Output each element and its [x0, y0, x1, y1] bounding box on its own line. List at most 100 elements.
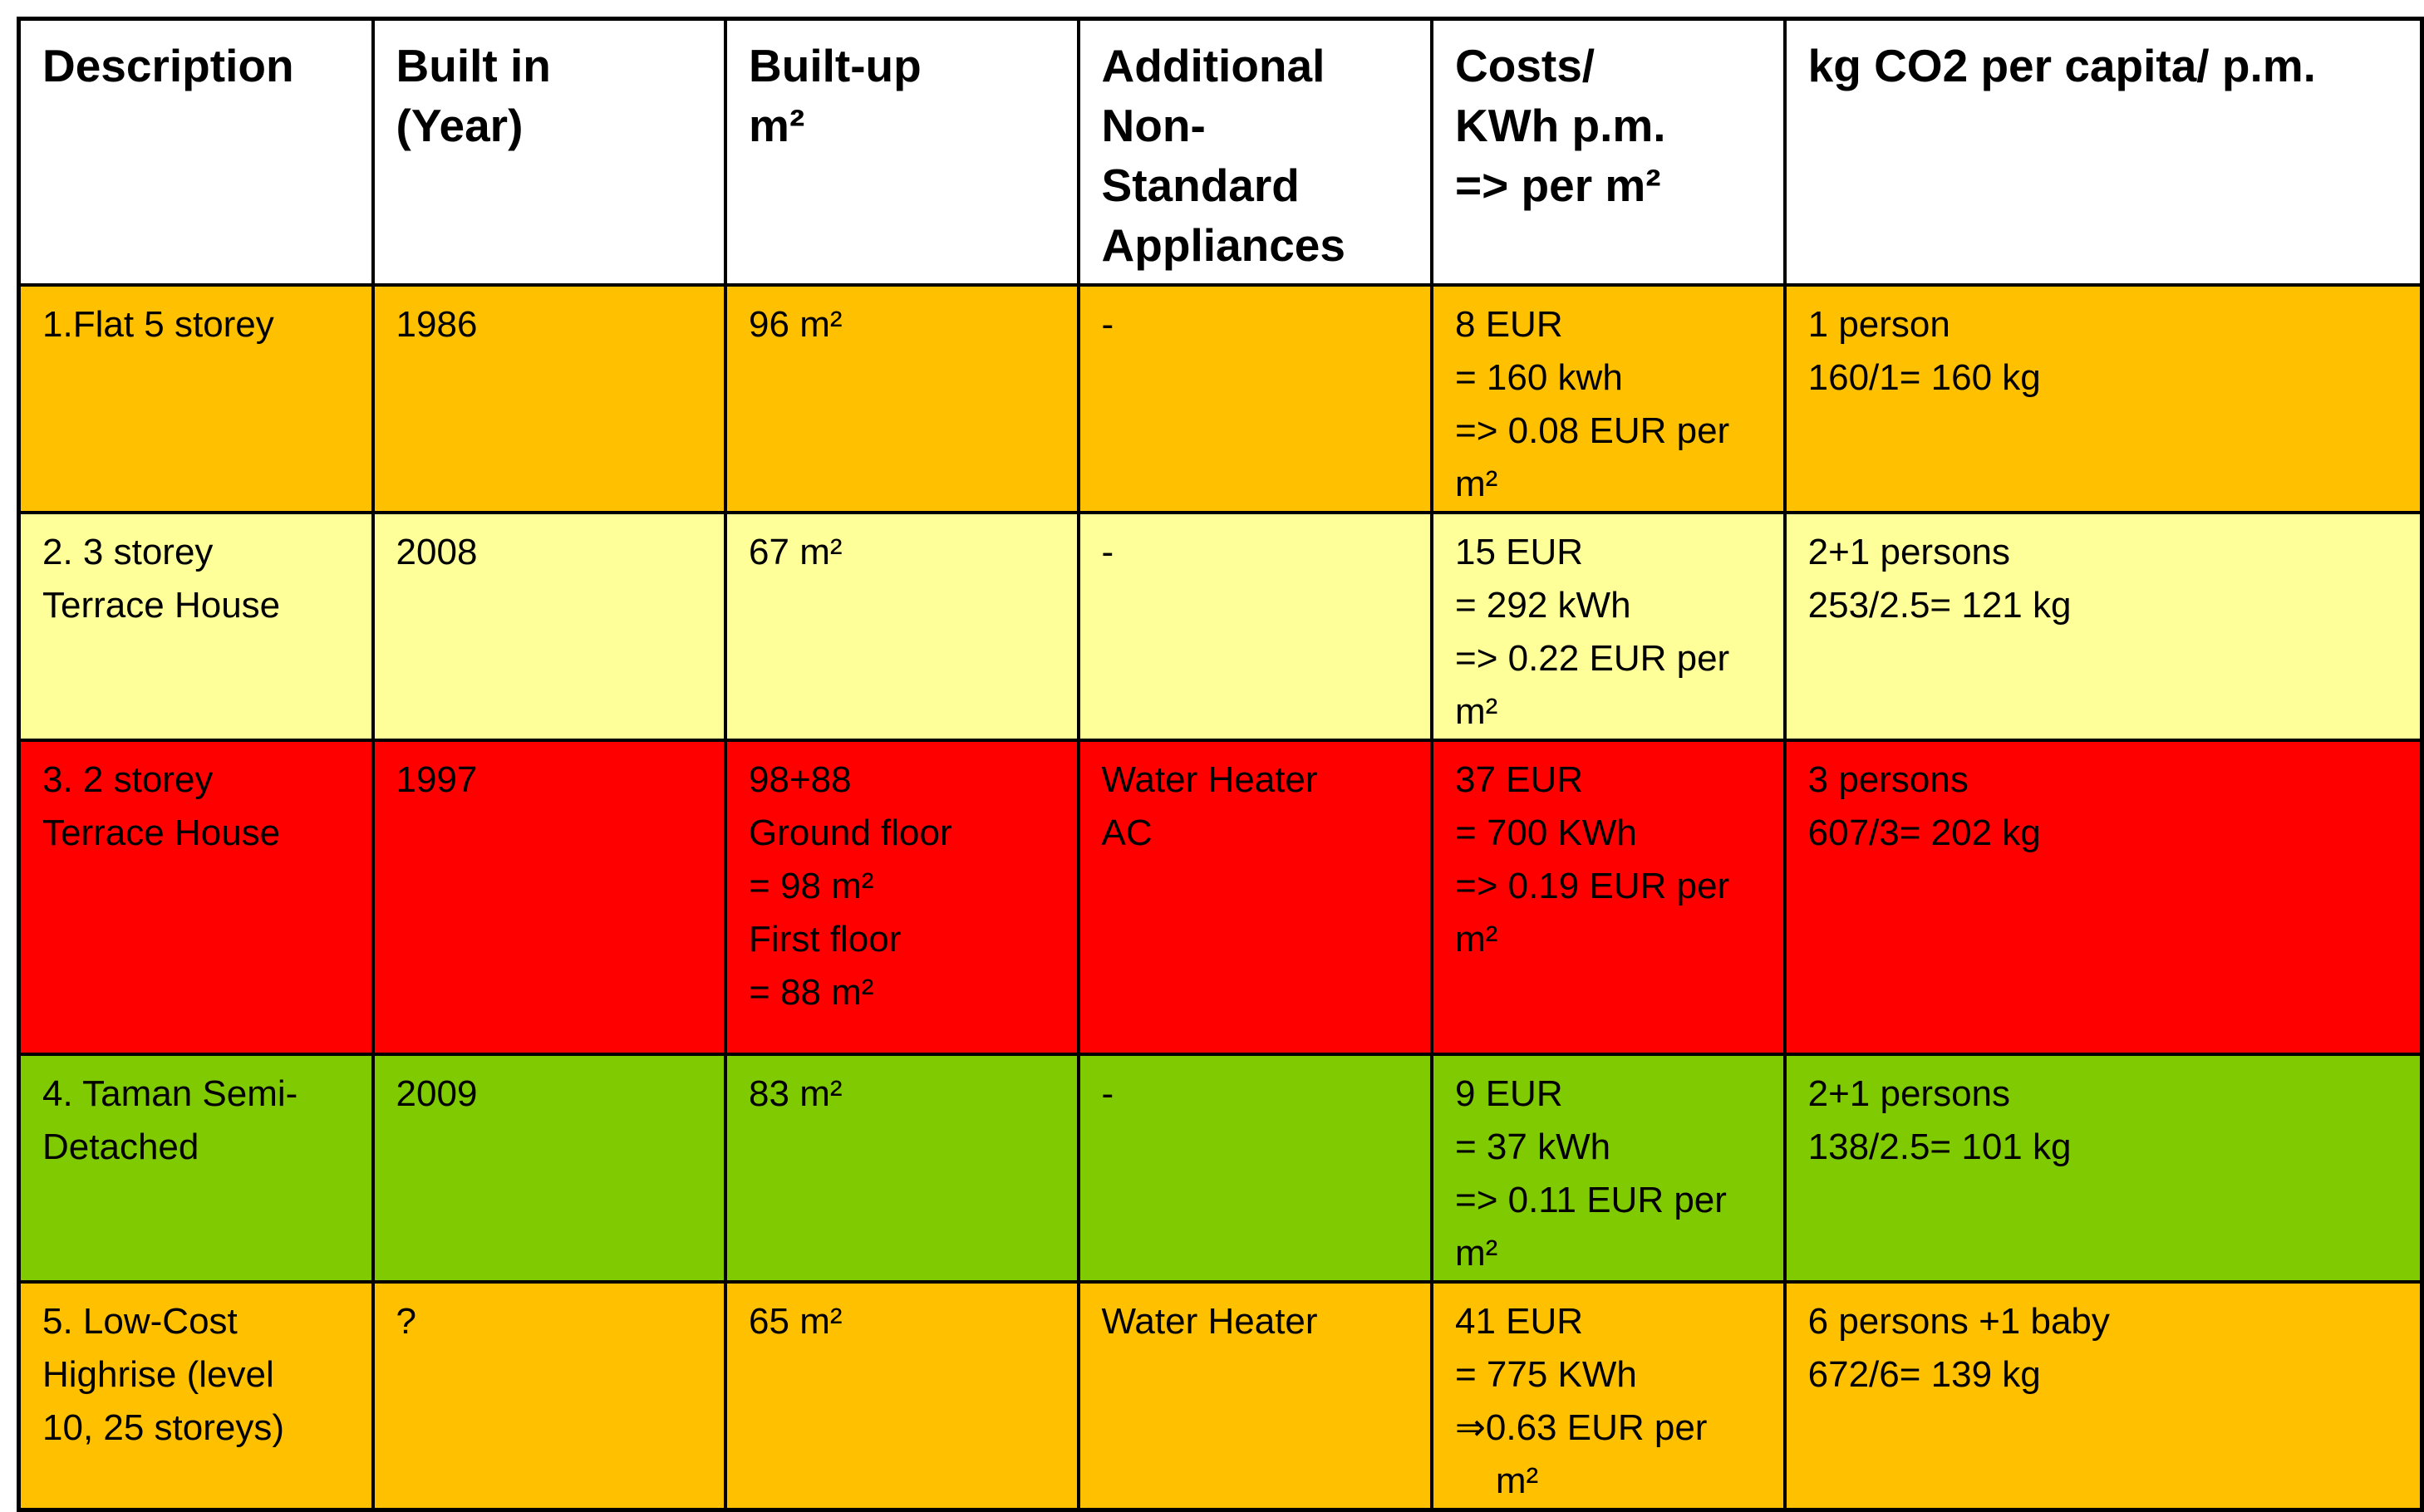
cell-text: = 88 m²: [749, 972, 874, 1013]
cell-text: 83 m²: [749, 1073, 843, 1114]
cell-built-up-area: 67 m²: [724, 511, 1080, 742]
table-body: 1.Flat 5 storey 1986 96 m² - 8 EUR = 160 kwh =…: [17, 283, 2424, 1512]
cell-text: 1997: [396, 759, 478, 800]
cell-text: 160/1= 160 kg: [1807, 357, 2041, 398]
cell-text: = 98 m²: [749, 866, 874, 906]
cell-built-up-area: 83 m²: [724, 1053, 1080, 1284]
cell-built-up-area: 65 m²: [724, 1280, 1080, 1512]
cell-description: 1.Flat 5 storey: [17, 283, 375, 514]
cell-costs: 41 EUR = 775 KWh ⇒0.63 EUR per m²: [1430, 1280, 1787, 1512]
cell-text: Highrise (level: [42, 1354, 274, 1395]
cell-text: m²: [1455, 691, 1498, 732]
cell-appliances: Water Heater AC: [1076, 739, 1434, 1056]
cell-text: = 775 KWh: [1455, 1354, 1637, 1395]
cell-text: 15 EUR: [1455, 532, 1584, 572]
cell-text: 2+1 persons: [1807, 1073, 2011, 1114]
cell-text: 10, 25 storeys): [42, 1407, 285, 1448]
cell-description: 3. 2 storey Terrace House: [17, 739, 375, 1056]
cell-text: 5. Low-Cost: [42, 1301, 238, 1342]
header-text: Description: [42, 40, 294, 91]
header-text: Standard: [1101, 160, 1300, 211]
cell-text: Detached: [42, 1127, 199, 1167]
cell-built-up-area: 98+88 Ground floor = 98 m² First floor = 88 …: [724, 739, 1080, 1056]
header-text: (Year): [396, 100, 524, 151]
cell-text: 3 persons: [1807, 759, 1969, 800]
cell-text: => 0.22 EUR per: [1455, 638, 1730, 679]
table-row: 4. Taman Semi- Detached 2009 83 m² - 9 EUR = 3…: [17, 1053, 2424, 1284]
cell-description: 5. Low-Cost Highrise (level 10, 25 storeys…: [17, 1280, 375, 1512]
cell-text: Water Heater: [1101, 1301, 1318, 1342]
cell-text: 2009: [396, 1073, 478, 1114]
cell-text: First floor: [749, 919, 902, 960]
cell-text: 672/6= 139 kg: [1807, 1354, 2041, 1395]
header-row: Description Built in (Year) Built-up m² Addit…: [17, 17, 2424, 287]
cell-appliances: Water Heater: [1076, 1280, 1434, 1512]
cell-text: 2+1 persons: [1807, 532, 2011, 572]
cell-appliances: -: [1076, 283, 1434, 514]
cell-text: ?: [396, 1301, 417, 1342]
cell-built-in-year: 1997: [371, 739, 728, 1056]
cell-text: 65 m²: [749, 1301, 843, 1342]
cell-text: Terrace House: [42, 585, 281, 626]
cell-text: = 700 KWh: [1455, 812, 1637, 853]
cell-co2-per-capita: 1 person 160/1= 160 kg: [1782, 283, 2424, 514]
cell-appliances: -: [1076, 1053, 1434, 1284]
header-text: Built-up: [749, 40, 922, 91]
header-costs: Costs/KWh p.m. => per m²: [1430, 17, 1787, 287]
cell-appliances: -: [1076, 511, 1434, 742]
header-text: Costs/: [1455, 40, 1596, 91]
cell-built-in-year: 1986: [371, 283, 728, 514]
cell-text: = 160 kwh: [1455, 357, 1623, 398]
table-row: 5. Low-Cost Highrise (level 10, 25 storeys…: [17, 1280, 2424, 1512]
cell-costs: 37 EUR = 700 KWh => 0.19 EUR per m²: [1430, 739, 1787, 1056]
cell-text: AC: [1101, 812, 1153, 853]
cell-co2-per-capita: 6 persons +1 baby 672/6= 139 kg: [1782, 1280, 2424, 1512]
header-text: Appliances: [1101, 219, 1345, 271]
header-appliances: Additional Non- Standard Appliances: [1076, 17, 1434, 287]
cell-text: => 0.11 EUR per: [1455, 1180, 1727, 1220]
cell-text: Water Heater: [1101, 759, 1318, 800]
cell-text: 138/2.5= 101 kg: [1807, 1127, 2072, 1167]
cell-text: m²: [1455, 1233, 1498, 1274]
cell-costs: 8 EUR = 160 kwh => 0.08 EUR per m²: [1430, 283, 1787, 514]
cell-text: => 0.19 EUR per: [1455, 866, 1730, 906]
header-co2-per-capita: kg CO2 per capita/ p.m.: [1782, 17, 2424, 287]
cell-text: => 0.08 EUR per: [1455, 410, 1730, 451]
header-built-up-area: Built-up m²: [724, 17, 1080, 287]
cell-description: 2. 3 storey Terrace House: [17, 511, 375, 742]
housing-energy-table: Description Built in (Year) Built-up m² Addit…: [17, 17, 2424, 1512]
cell-text: 9 EUR: [1455, 1073, 1563, 1114]
cell-costs: 9 EUR = 37 kWh => 0.11 EUR per m²: [1430, 1053, 1787, 1284]
cell-built-in-year: 2008: [371, 511, 728, 742]
header-text: Non-: [1101, 100, 1206, 151]
cell-text: 37 EUR: [1455, 759, 1584, 800]
cell-text: 2. 3 storey: [42, 532, 214, 572]
cell-built-in-year: ?: [371, 1280, 728, 1512]
cell-text: = 37 kWh: [1455, 1127, 1611, 1167]
table-row: 3. 2 storey Terrace House 1997 98+88 Ground …: [17, 739, 2424, 1056]
cell-text: = 292 kWh: [1455, 585, 1631, 626]
header-text: KWh p.m.: [1455, 100, 1666, 151]
header-built-in-year: Built in (Year): [371, 17, 728, 287]
table-row: 2. 3 storey Terrace House 2008 67 m² - 15 EUR…: [17, 511, 2424, 742]
table-row: 1.Flat 5 storey 1986 96 m² - 8 EUR = 160 kwh =…: [17, 283, 2424, 514]
cell-text: 6 persons +1 baby: [1807, 1301, 2110, 1342]
cell-text: 1.Flat 5 storey: [42, 304, 274, 345]
cell-text: -: [1101, 304, 1114, 345]
cell-text: 1986: [396, 304, 478, 345]
cell-text: 3. 2 storey: [42, 759, 214, 800]
cell-text: -: [1101, 532, 1114, 572]
cell-description: 4. Taman Semi- Detached: [17, 1053, 375, 1284]
cell-built-up-area: 96 m²: [724, 283, 1080, 514]
header-text: Additional: [1101, 40, 1325, 91]
cell-costs: 15 EUR = 292 kWh => 0.22 EUR per m²: [1430, 511, 1787, 742]
cell-text: m²: [1455, 1460, 1539, 1501]
cell-text: 8 EUR: [1455, 304, 1563, 345]
cell-text: 253/2.5= 121 kg: [1807, 585, 2072, 626]
cell-text: 96 m²: [749, 304, 843, 345]
header-text: kg CO2 per capita/ p.m.: [1807, 40, 2316, 91]
header-description: Description: [17, 17, 375, 287]
cell-built-in-year: 2009: [371, 1053, 728, 1284]
cell-text: Terrace House: [42, 812, 281, 853]
header-text: Built in: [396, 40, 551, 91]
